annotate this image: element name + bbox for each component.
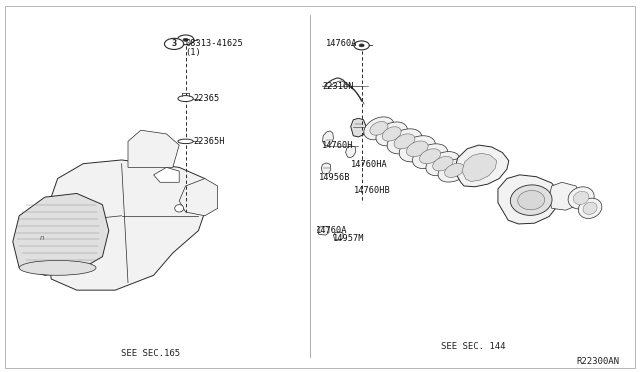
- Text: 14760A: 14760A: [326, 39, 358, 48]
- Ellipse shape: [579, 198, 602, 218]
- Ellipse shape: [445, 163, 464, 177]
- Polygon shape: [154, 167, 179, 182]
- Polygon shape: [13, 193, 109, 275]
- Ellipse shape: [394, 134, 415, 149]
- Text: 14956B: 14956B: [319, 173, 350, 182]
- Circle shape: [354, 41, 369, 50]
- Ellipse shape: [518, 190, 545, 210]
- Polygon shape: [351, 118, 366, 137]
- Text: 22365: 22365: [193, 94, 220, 103]
- Circle shape: [177, 35, 194, 45]
- Ellipse shape: [438, 159, 471, 182]
- Text: 22365H: 22365H: [193, 137, 225, 146]
- Text: 14760A: 14760A: [316, 226, 348, 235]
- Text: 14760H: 14760H: [322, 141, 353, 150]
- Polygon shape: [128, 130, 179, 167]
- Ellipse shape: [178, 96, 193, 102]
- Ellipse shape: [19, 260, 96, 275]
- Text: n: n: [39, 235, 44, 241]
- Ellipse shape: [376, 122, 408, 146]
- Ellipse shape: [406, 141, 428, 157]
- Text: (1): (1): [186, 48, 202, 57]
- Polygon shape: [45, 160, 211, 290]
- Ellipse shape: [175, 205, 184, 212]
- Circle shape: [359, 44, 364, 47]
- Polygon shape: [179, 179, 218, 216]
- Ellipse shape: [399, 136, 435, 162]
- Ellipse shape: [178, 139, 193, 144]
- Polygon shape: [321, 163, 331, 174]
- Ellipse shape: [568, 187, 594, 209]
- Text: SEE SEC.165: SEE SEC.165: [121, 349, 180, 358]
- Polygon shape: [323, 131, 333, 146]
- Text: 14957M: 14957M: [333, 234, 364, 243]
- Text: R22300AN: R22300AN: [577, 357, 620, 366]
- Polygon shape: [317, 226, 329, 235]
- Text: 08313-41625: 08313-41625: [186, 39, 243, 48]
- Text: 22316N: 22316N: [322, 82, 353, 91]
- Polygon shape: [454, 145, 509, 187]
- Polygon shape: [462, 153, 497, 182]
- Text: SEE SEC. 144: SEE SEC. 144: [442, 342, 506, 351]
- Circle shape: [183, 38, 188, 41]
- Ellipse shape: [364, 117, 394, 140]
- Circle shape: [164, 38, 184, 49]
- Text: 3: 3: [172, 39, 177, 48]
- Text: 14760HB: 14760HB: [354, 186, 390, 195]
- Ellipse shape: [420, 149, 440, 164]
- Ellipse shape: [510, 185, 552, 215]
- Ellipse shape: [382, 127, 401, 141]
- Polygon shape: [346, 146, 356, 158]
- Ellipse shape: [387, 129, 422, 154]
- Text: 14760HA: 14760HA: [351, 160, 387, 169]
- Polygon shape: [333, 232, 343, 240]
- Ellipse shape: [583, 202, 597, 214]
- Ellipse shape: [433, 157, 453, 171]
- Ellipse shape: [370, 122, 388, 135]
- Ellipse shape: [426, 152, 460, 176]
- Ellipse shape: [413, 144, 447, 169]
- Ellipse shape: [573, 191, 589, 205]
- Polygon shape: [498, 175, 560, 224]
- Polygon shape: [549, 182, 581, 210]
